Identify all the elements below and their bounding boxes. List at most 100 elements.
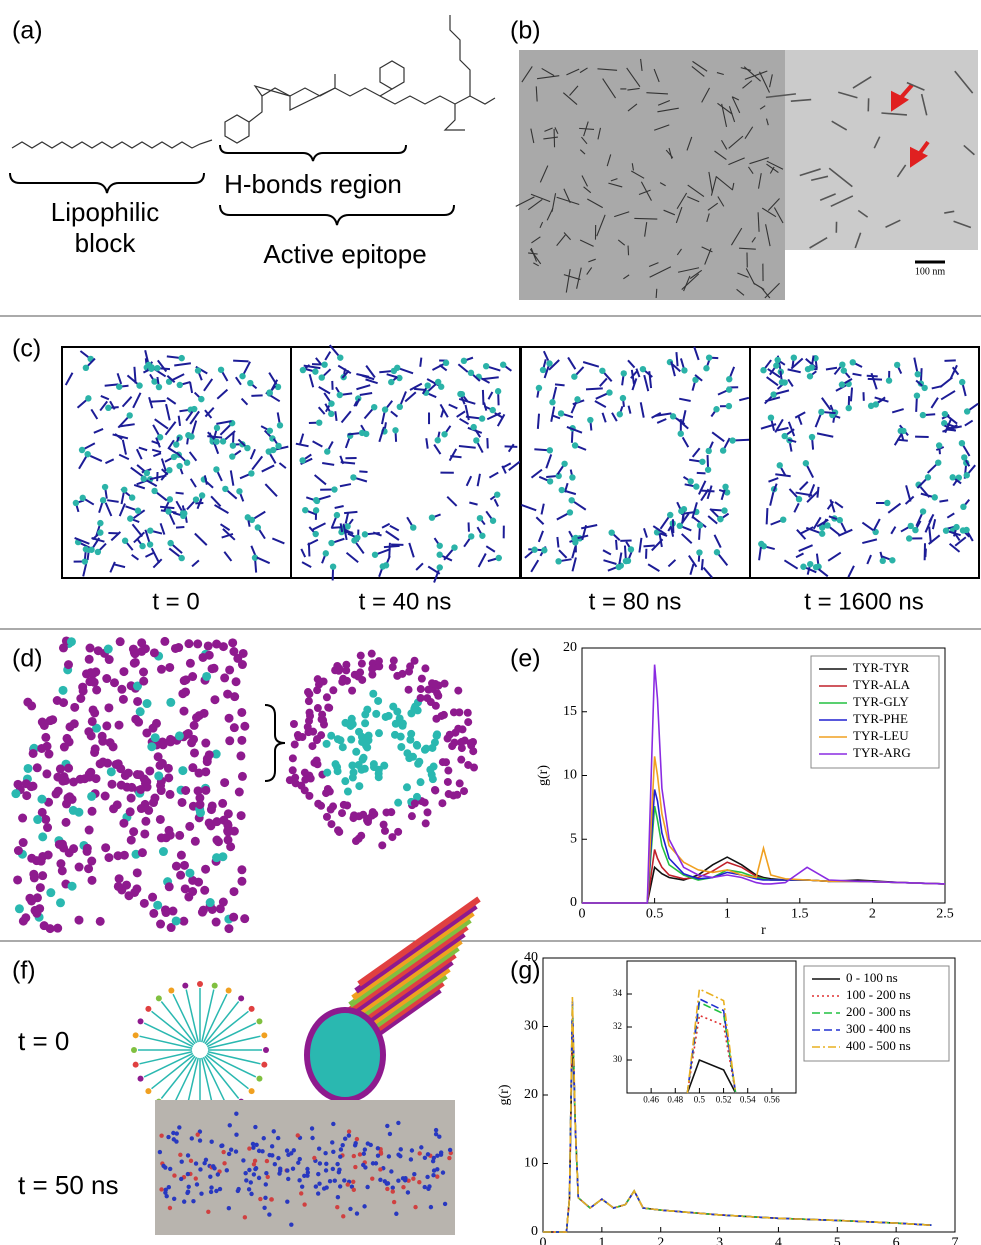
molecule-bead — [225, 736, 234, 745]
molecule-bead — [688, 478, 694, 484]
molecule-bead — [222, 486, 228, 492]
molecule-bead — [165, 663, 174, 672]
molecule-bead — [214, 837, 223, 846]
molecule-bead — [558, 410, 564, 416]
molecule-bead — [70, 703, 79, 712]
molecule-bead — [193, 639, 202, 648]
molecule-bead — [920, 412, 926, 418]
molecule-bead — [286, 1177, 290, 1181]
molecule-bead — [314, 800, 322, 808]
molecule-bead — [273, 1162, 277, 1166]
molecule-bead — [342, 1178, 346, 1182]
molecule-bond — [134, 367, 135, 384]
molecule-bead — [363, 1147, 367, 1151]
molecule-bead — [328, 411, 334, 417]
molecule-bead — [355, 782, 363, 790]
molecule-bead — [621, 370, 627, 376]
molecule-bead — [42, 769, 51, 778]
molecule-bead — [796, 496, 802, 502]
molecule-bead — [264, 1171, 268, 1175]
molecule-bead — [220, 438, 226, 444]
molecule-bead — [266, 1175, 270, 1179]
molecule-bead — [102, 674, 111, 683]
molecule-bead — [335, 667, 343, 675]
molecule-bead — [468, 370, 474, 376]
molecule-bead — [431, 1173, 435, 1177]
molecule-bead — [102, 721, 111, 730]
molecule-bead — [94, 646, 103, 655]
molecule-bead — [138, 1076, 144, 1082]
molecule-bead — [294, 731, 302, 739]
molecule-bead — [678, 430, 684, 436]
molecule-bead — [324, 448, 330, 454]
molecule-bead — [175, 831, 184, 840]
molecule-bead — [313, 735, 321, 743]
molecule-bead — [369, 690, 377, 698]
molecule-bead — [227, 1152, 231, 1156]
molecule-bead — [305, 697, 313, 705]
molecule-bead — [359, 430, 365, 436]
molecule-bead — [304, 688, 312, 696]
molecule-bead — [172, 1137, 176, 1141]
molecule-bead — [413, 1205, 417, 1209]
molecule-bead — [64, 660, 73, 669]
molecule-bead — [21, 913, 30, 922]
molecule-bead — [191, 837, 200, 846]
molecule-bead — [403, 783, 411, 791]
molecule-bead — [426, 1152, 430, 1156]
molecule-bead — [179, 1177, 183, 1181]
molecule-bead — [378, 1167, 382, 1171]
x-tick-label: 2 — [657, 1235, 664, 1245]
molecule-bead — [221, 1150, 225, 1154]
molecule-bead — [444, 778, 452, 786]
molecule-bead — [218, 852, 227, 861]
molecule-bead — [13, 875, 22, 884]
molecule-bead — [232, 677, 241, 686]
x-tick-label: 0 — [540, 1235, 547, 1245]
molecule-bead — [69, 844, 78, 853]
molecule-bead — [156, 920, 165, 929]
molecule-bead — [906, 535, 912, 541]
molecule-bead — [774, 357, 780, 363]
molecule-bead — [147, 541, 153, 547]
molecule-bead — [263, 1047, 269, 1053]
x-tick-label: 1 — [724, 906, 731, 921]
molecule-bead — [473, 437, 479, 443]
panel-label: (f) — [12, 957, 36, 985]
molecule-bead — [693, 483, 699, 489]
molecule-bead — [68, 882, 77, 891]
molecule-bead — [177, 851, 186, 860]
molecule-bead — [159, 1133, 163, 1137]
molecule-bead — [346, 1182, 350, 1186]
molecule-bead — [324, 703, 332, 711]
molecule-bead — [291, 1167, 295, 1171]
molecule-bead — [432, 702, 440, 710]
molecule-bead — [541, 547, 547, 553]
molecule-bead — [249, 1006, 255, 1012]
molecule-bead — [122, 538, 128, 544]
molecule-bead — [408, 812, 416, 820]
molecule-bead — [729, 437, 735, 443]
molecule-bead — [438, 712, 446, 720]
annotation: block — [75, 228, 137, 258]
molecule-bead — [380, 821, 388, 829]
molecule-bead — [52, 789, 61, 798]
molecule-bead — [212, 918, 221, 927]
molecule-bead — [240, 722, 249, 731]
y-tick-label: 34 — [613, 988, 623, 998]
molecule-bead — [137, 638, 146, 647]
molecule-bead — [421, 664, 429, 672]
molecule-bead — [240, 914, 249, 923]
molecule-bead — [329, 686, 337, 694]
molecule-bead — [123, 783, 132, 792]
molecule-bead — [218, 367, 224, 373]
molecule-bead — [873, 401, 879, 407]
molecule-bead — [322, 789, 330, 797]
molecule-bead — [135, 508, 141, 514]
y-tick-label: 20 — [524, 1087, 538, 1102]
molecule-bead — [158, 1150, 162, 1154]
molecule-bead — [337, 1168, 341, 1172]
molecule-bead — [140, 775, 149, 784]
molecule-bead — [112, 760, 121, 769]
molecule-bead — [127, 794, 136, 803]
